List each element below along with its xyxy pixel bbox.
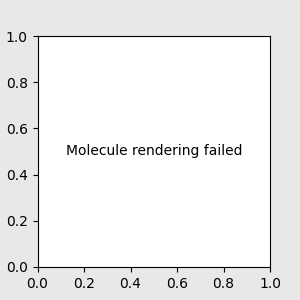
Text: Molecule rendering failed: Molecule rendering failed (65, 145, 242, 158)
